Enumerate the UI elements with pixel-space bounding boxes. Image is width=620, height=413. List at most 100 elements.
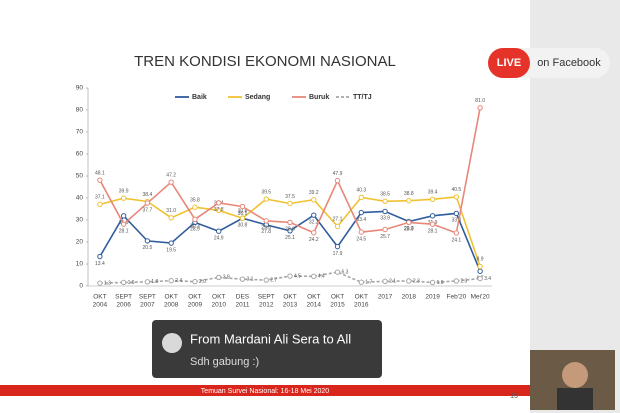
data-point [429,196,436,203]
data-label: 6.3 [342,269,349,275]
data-point [406,278,412,284]
live-label: LIVE [497,57,521,69]
data-point [239,215,246,221]
x-tick-label: OKT [164,294,177,301]
x-tick-label: SEPT [139,294,156,301]
x-tick-label: SEPT [115,294,132,301]
footer-text: Temuan Survei Nasional: 16-18 Mei 2020 [201,388,330,395]
data-point [192,216,198,223]
data-point [97,177,103,183]
data-point [263,277,269,283]
data-label: 1.7 [365,280,372,286]
data-label: 37.8 [214,207,224,213]
data-point [287,219,293,226]
x-tick-label: 2017 [378,294,393,301]
legend-label: Sedang [245,94,270,101]
data-point [358,209,364,216]
legend-label: TT/TJ [353,94,372,101]
data-label: 2.3 [460,278,467,284]
webcam-person [562,362,588,388]
data-point [97,253,103,260]
data-point [168,240,174,246]
data-point [334,269,341,275]
data-label: 40.3 [356,188,366,194]
data-point [406,219,412,226]
x-tick-label: OKT [283,294,296,301]
live-text: on Facebook [537,57,601,69]
data-point [120,221,127,227]
data-label: 19.5 [166,247,176,253]
x-tick-label: 2010 [211,302,226,309]
data-label: 39.9 [119,189,129,195]
x-tick-label: Mei'20 [471,294,490,301]
data-point [429,213,436,219]
data-point [144,238,151,244]
data-point [216,207,222,214]
data-point [216,274,222,281]
data-label: 40.5 [451,187,461,193]
data-point [334,177,341,184]
data-label: 33.0 [451,218,461,224]
chat-sender: From Mardani Ali Sera to All [190,331,351,346]
data-label: 39.5 [261,189,271,195]
x-tick-label: Feb'20 [447,294,467,301]
x-tick-label: DES [236,294,250,301]
data-point [239,203,246,210]
x-tick-label: SEPT [258,294,275,301]
data-label: 39.2 [309,190,319,196]
chart-title: TREN KONDISI EKONOMI NASIONAL [134,53,396,70]
data-label: 32.2 [309,219,319,225]
data-point [192,278,198,285]
data-point [358,229,364,235]
y-tick-label: 80 [76,107,84,114]
data-label: 29.3 [404,226,414,232]
data-label: 81.0 [475,98,485,104]
data-label: 39.4 [428,190,438,196]
data-label: 8.9 [477,257,484,263]
data-label: 37.5 [285,194,295,200]
chat-popup[interactable] [152,320,382,378]
data-point [263,196,269,202]
live-badge [488,48,530,78]
data-point [263,218,269,224]
data-point [429,279,436,286]
data-label: 1.9 [151,279,158,285]
x-tick-label: OKT [93,294,106,301]
x-tick-label: 2013 [283,302,298,309]
legend-label: Baik [192,94,207,101]
data-point [453,278,460,284]
x-tick-label: 2016 [354,302,369,309]
y-tick-label: 60 [76,151,84,158]
data-label: 33.4 [356,217,366,223]
x-tick-label: 2004 [93,302,108,309]
data-label: 37.1 [95,195,105,201]
data-point [453,230,460,236]
data-label: 3.4 [484,276,491,282]
data-label: 36.1 [238,211,248,217]
data-label: 33.9 [380,216,390,222]
data-point [216,228,222,234]
data-point [477,105,483,111]
data-label: 4.4 [318,274,325,280]
y-tick-label: 0 [79,283,83,290]
page-number: 15 [510,393,518,400]
data-label: 48.1 [95,171,105,177]
x-tick-label: OKT [331,294,344,301]
chat-message: Sdh gabung :) [190,356,259,368]
data-point [311,273,317,280]
x-tick-label: 2014 [307,302,322,309]
data-label: 1.6 [437,280,444,286]
data-label: 1.3 [104,280,111,286]
data-label: 4.5 [294,273,301,279]
data-label: 2.3 [413,278,420,284]
data-point [382,208,388,215]
x-tick-label: 2012 [259,302,274,309]
data-label: 38.4 [143,192,153,198]
data-point [287,200,293,207]
y-tick-label: 30 [76,217,84,224]
data-label: 31.0 [166,208,176,214]
data-label: 13.4 [95,261,105,267]
data-point [287,228,293,234]
data-point [382,226,388,233]
